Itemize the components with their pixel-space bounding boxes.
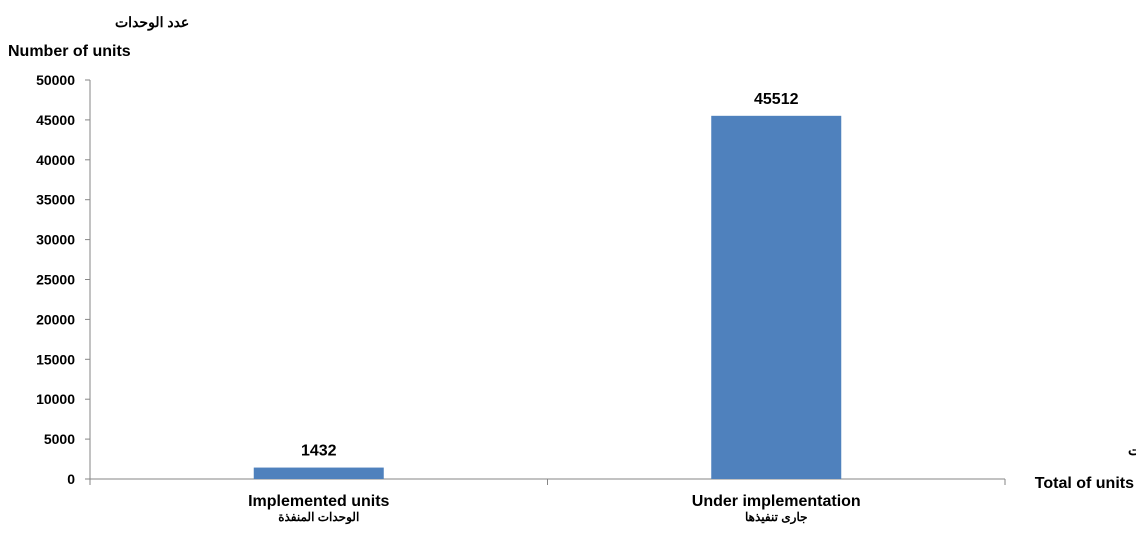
category-label: Under implementation bbox=[692, 493, 861, 510]
y-tick-label: 45000 bbox=[36, 112, 75, 128]
x-axis-title-arabic: اجمالي الوحدات bbox=[1128, 442, 1136, 459]
y-tick-label: 40000 bbox=[36, 152, 75, 168]
y-axis-title: Number of units bbox=[8, 43, 131, 60]
data-label: 45512 bbox=[754, 91, 799, 108]
category-label-arabic: الوحدات المنفذة bbox=[278, 510, 359, 525]
y-tick-label: 50000 bbox=[36, 72, 75, 88]
category-label-arabic: جارى تنفيذها bbox=[745, 510, 808, 525]
y-tick-label: 0 bbox=[67, 471, 75, 487]
y-tick-label: 35000 bbox=[36, 192, 75, 208]
y-tick-label: 5000 bbox=[44, 431, 75, 447]
y-tick-label: 30000 bbox=[36, 232, 75, 248]
y-tick-label: 25000 bbox=[36, 272, 75, 288]
category-label: Implemented units bbox=[248, 493, 389, 510]
y-ticks: 0 5000 10000 15000 20000 25000 30000 35000 40000… bbox=[36, 72, 90, 487]
bar bbox=[711, 115, 842, 479]
y-axis-title-arabic: عدد الوحدات bbox=[115, 14, 189, 31]
y-tick-label: 10000 bbox=[36, 391, 75, 407]
data-label: 1432 bbox=[301, 443, 337, 460]
x-axis-title: Total of units bbox=[1035, 475, 1134, 492]
bar bbox=[253, 467, 384, 479]
axes bbox=[89, 80, 1006, 485]
y-tick-label: 15000 bbox=[36, 351, 75, 367]
y-tick-label: 20000 bbox=[36, 311, 75, 327]
